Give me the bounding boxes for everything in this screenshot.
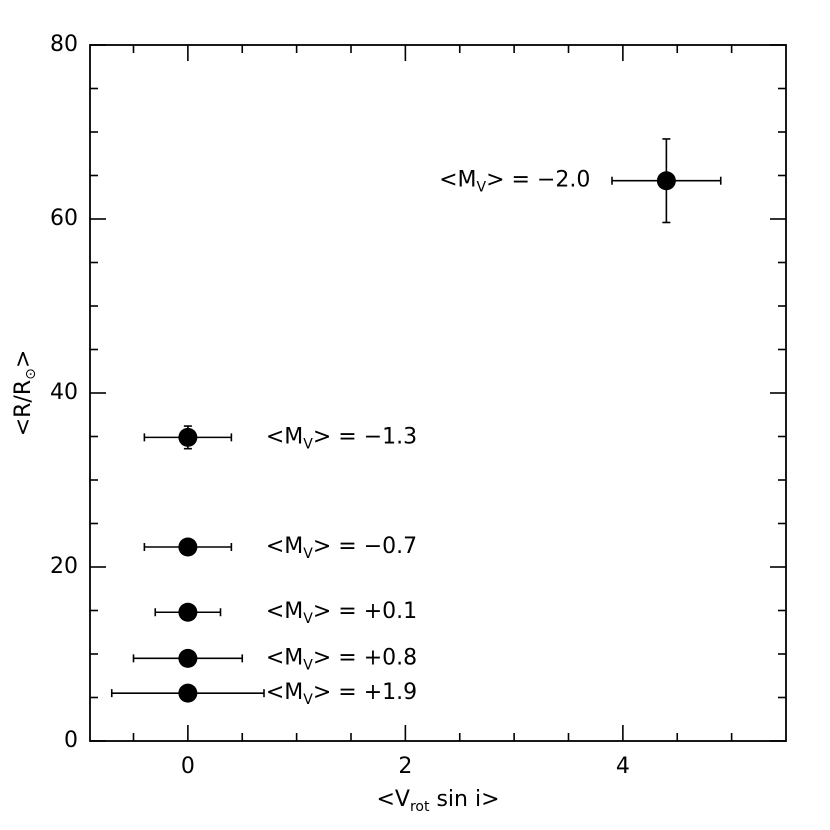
point: [178, 537, 198, 557]
point-label: <MV> = −1.3: [266, 424, 417, 452]
point-label: <MV> = +0.8: [266, 645, 417, 673]
x-tick-label: 4: [616, 754, 630, 779]
label-sub: rot: [410, 799, 430, 815]
label-main: <M: [266, 680, 303, 705]
y-axis-label: <R/R⊙>: [11, 350, 39, 437]
label-main: <M: [266, 534, 303, 559]
label-sub: V: [303, 436, 313, 452]
point-label: <MV> = −2.0: [439, 168, 590, 196]
point: [178, 683, 198, 703]
label-tail: >: [11, 350, 36, 368]
x-tick-label: 2: [398, 754, 412, 779]
y-tick-label: 0: [64, 728, 78, 753]
label-sub: V: [303, 611, 313, 627]
plot-frame: [89, 44, 787, 742]
label-sub: V: [303, 657, 313, 673]
label-tail: sin i>: [429, 787, 499, 812]
label-sub: ⊙: [23, 368, 39, 380]
y-tick-label: 20: [50, 554, 78, 579]
y-tick-label: 40: [50, 380, 78, 405]
x-tick-label: 0: [181, 754, 195, 779]
point: [178, 602, 198, 622]
label-main: <V: [376, 787, 409, 812]
x-axis-label: <Vrot sin i>: [376, 787, 499, 815]
label-tail: > = −0.7: [313, 534, 417, 559]
label-main: <R/R: [11, 380, 36, 436]
point-label: <MV> = +0.1: [266, 599, 417, 627]
point: [178, 427, 198, 447]
label-tail: > = +1.9: [313, 680, 417, 705]
label-tail: > = −2.0: [486, 168, 590, 193]
label-sub: V: [477, 180, 487, 196]
label-tail: > = −1.3: [313, 424, 417, 449]
label-main: <M: [266, 645, 303, 670]
label-main: <M: [439, 168, 476, 193]
label-sub: V: [303, 692, 313, 708]
label-main: <M: [266, 599, 303, 624]
label-sub: V: [303, 546, 313, 562]
y-tick-label: 60: [50, 206, 78, 231]
label-tail: > = +0.8: [313, 645, 417, 670]
point-label: <MV> = +1.9: [266, 680, 417, 708]
label-main: <M: [266, 424, 303, 449]
point-label: <MV> = −0.7: [266, 534, 417, 562]
point: [178, 648, 198, 668]
y-tick-label: 80: [50, 32, 78, 57]
label-tail: > = +0.1: [313, 599, 417, 624]
point: [656, 171, 676, 191]
